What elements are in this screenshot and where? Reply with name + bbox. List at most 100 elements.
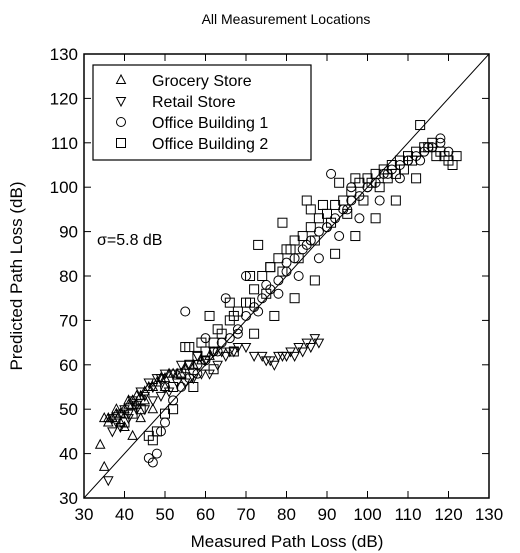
point-triangle-down <box>208 347 219 358</box>
legend-label: Office Building 2 <box>152 136 268 153</box>
point-square <box>326 217 337 228</box>
point-square <box>309 275 320 286</box>
point-triangle-down <box>228 347 240 358</box>
x-tick-label: 70 <box>237 505 256 524</box>
point-square <box>147 435 158 446</box>
legend-label: Retail Store <box>152 94 236 111</box>
point-triangle-down <box>196 369 207 380</box>
point-triangle-down <box>183 360 195 371</box>
y-tick-label: 80 <box>59 267 78 286</box>
point-square <box>415 120 426 131</box>
legend-marker-triangle-down <box>115 97 127 108</box>
legend-label: Office Building 1 <box>152 115 268 132</box>
legend-box <box>92 64 312 161</box>
point-triangle-down <box>285 347 296 358</box>
point-triangle-down <box>155 374 167 385</box>
point-triangle-up <box>139 394 151 405</box>
y-tick-label: 40 <box>59 445 78 464</box>
y-tick-label: 100 <box>50 178 78 197</box>
y-tick-label: 90 <box>59 223 78 242</box>
point-triangle-down <box>301 338 313 349</box>
point-circle <box>334 231 345 242</box>
point-circle <box>253 306 264 317</box>
legend-marker-triangle-up <box>115 73 127 84</box>
point-circle <box>326 168 337 179</box>
point-square <box>277 266 288 277</box>
point-circle <box>313 253 324 264</box>
point-triangle-down <box>192 351 203 362</box>
point-triangle-down <box>293 343 304 354</box>
point-square <box>269 310 280 321</box>
point-triangle-up <box>94 438 106 449</box>
point-square <box>390 195 401 206</box>
point-circle <box>273 275 284 286</box>
point-circle <box>176 382 187 392</box>
legend-label: Grocery Store <box>152 73 252 90</box>
point-square <box>184 359 195 370</box>
point-square <box>382 173 393 184</box>
y-tick-label: 60 <box>59 356 78 375</box>
point-circle <box>273 288 284 299</box>
point-square <box>301 195 312 206</box>
point-square <box>184 342 195 353</box>
point-triangle-down <box>200 356 211 367</box>
point-square <box>253 239 264 250</box>
point-triangle-up <box>98 412 110 423</box>
point-triangle-down <box>212 360 223 371</box>
point-square <box>350 173 361 184</box>
point-triangle-down <box>115 409 126 420</box>
point-triangle-down <box>269 360 280 371</box>
point-triangle-up <box>135 412 147 423</box>
x-tick-label: 90 <box>318 505 337 524</box>
point-square <box>350 231 361 242</box>
point-square <box>423 142 434 153</box>
y-tick-label: 120 <box>50 89 78 108</box>
point-circle <box>293 271 304 281</box>
point-square <box>261 288 272 299</box>
point-square <box>334 177 345 188</box>
point-square <box>330 248 341 259</box>
point-triangle-down <box>102 476 114 487</box>
point-square <box>358 195 369 206</box>
point-triangle-up <box>127 429 138 440</box>
x-tick-label: 110 <box>394 505 421 524</box>
x-tick-label: 50 <box>156 505 175 524</box>
x-tick-label: 30 <box>75 505 94 524</box>
point-triangle-down <box>171 378 183 389</box>
point-square <box>342 208 353 219</box>
legend-marker-circle <box>116 117 126 127</box>
point-triangle-up <box>147 403 159 414</box>
point-circle <box>160 417 170 428</box>
point-circle <box>147 457 158 468</box>
y-axis-label: Predicted Path Loss (dB) <box>7 182 26 371</box>
point-square <box>297 231 308 242</box>
chart-title: All Measurement Locations <box>202 11 371 27</box>
point-square <box>265 262 276 273</box>
point-triangle-down <box>220 351 232 362</box>
x-tick-label: 60 <box>196 505 215 524</box>
point-triangle-up <box>107 412 118 423</box>
point-square <box>249 284 260 295</box>
point-triangle-up <box>175 367 187 378</box>
point-square <box>346 186 357 197</box>
point-triangle-down <box>297 347 309 358</box>
x-tick-label: 40 <box>115 505 134 524</box>
point-square <box>168 404 179 415</box>
x-tick-label: 100 <box>353 505 381 524</box>
point-square <box>289 293 300 304</box>
point-square <box>245 271 256 281</box>
point-square <box>431 151 442 162</box>
point-circle <box>374 195 385 206</box>
point-circle <box>354 213 365 224</box>
point-square <box>451 151 462 162</box>
x-axis-label: Measured Path Loss (dB) <box>191 532 384 551</box>
point-triangle-up <box>123 394 134 405</box>
point-square <box>176 368 187 379</box>
point-triangle-down <box>175 360 187 371</box>
point-square <box>204 310 215 321</box>
y-tick-label: 70 <box>59 311 78 330</box>
point-square <box>257 271 268 281</box>
point-triangle-down <box>139 391 151 402</box>
point-square <box>135 404 146 415</box>
